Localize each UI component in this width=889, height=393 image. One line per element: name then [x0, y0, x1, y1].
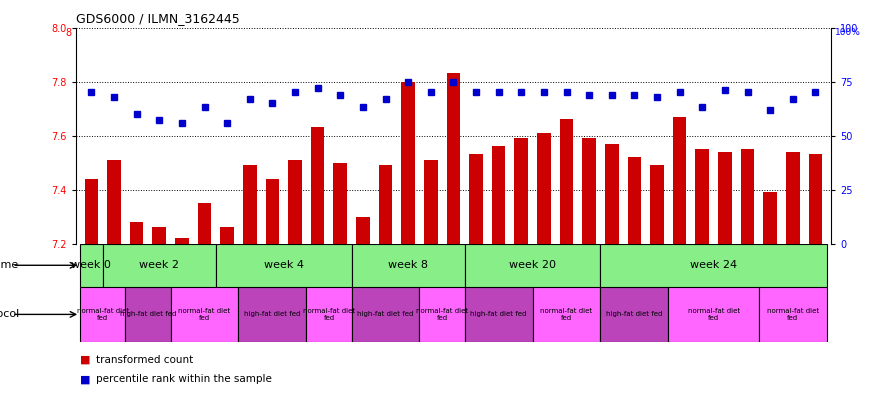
Text: week 4: week 4 [264, 260, 304, 270]
Bar [125, 287, 171, 342]
Text: GDS6000 / ILMN_3162445: GDS6000 / ILMN_3162445 [76, 12, 239, 25]
Bar [809, 154, 822, 244]
Bar [175, 238, 188, 244]
Bar [420, 287, 465, 342]
Text: week 2: week 2 [140, 260, 180, 270]
Bar [465, 287, 533, 342]
Bar [759, 287, 827, 342]
Bar [515, 138, 528, 244]
Bar [356, 217, 370, 244]
Bar [492, 146, 506, 244]
Text: protocol: protocol [0, 309, 19, 320]
Text: transformed count: transformed count [96, 354, 193, 365]
Text: normal-fat diet
fed: normal-fat diet fed [179, 308, 230, 321]
Bar [220, 228, 234, 244]
Text: time: time [0, 260, 19, 270]
Bar [216, 244, 351, 287]
Text: week 20: week 20 [509, 260, 557, 270]
Bar [171, 287, 238, 342]
Text: high-fat diet fed: high-fat diet fed [357, 311, 413, 318]
Text: normal-fat diet
fed: normal-fat diet fed [76, 308, 129, 321]
Bar [379, 165, 392, 244]
Bar [108, 160, 121, 244]
Bar [266, 179, 279, 244]
Bar [673, 117, 686, 244]
Bar [197, 203, 212, 244]
Text: week 8: week 8 [388, 260, 428, 270]
Text: high-fat diet fed: high-fat diet fed [470, 311, 527, 318]
Text: high-fat diet fed: high-fat diet fed [120, 311, 176, 318]
Bar [351, 287, 420, 342]
Bar [741, 149, 754, 244]
Text: normal-fat diet
fed: normal-fat diet fed [416, 308, 469, 321]
Text: week 24: week 24 [690, 260, 737, 270]
Bar [130, 222, 143, 244]
Bar [718, 152, 732, 244]
Bar [401, 81, 415, 244]
Text: normal-fat diet
fed: normal-fat diet fed [687, 308, 740, 321]
Bar [238, 287, 307, 342]
Bar [786, 152, 799, 244]
Text: high-fat diet fed: high-fat diet fed [244, 311, 300, 318]
Bar [669, 287, 759, 342]
Text: 100%: 100% [835, 28, 861, 37]
Bar [424, 160, 437, 244]
Bar [446, 73, 461, 244]
Text: ■: ■ [80, 354, 91, 365]
Bar [582, 138, 596, 244]
Bar [307, 287, 351, 342]
Bar [764, 192, 777, 244]
Bar [243, 165, 257, 244]
Bar [537, 133, 550, 244]
Text: 8: 8 [66, 28, 72, 37]
Bar [465, 244, 600, 287]
Text: ■: ■ [80, 374, 91, 384]
Bar [695, 149, 709, 244]
Bar [311, 127, 324, 244]
Bar [600, 244, 827, 287]
Bar [84, 179, 98, 244]
Bar [600, 287, 669, 342]
Bar [80, 244, 103, 287]
Bar [650, 165, 664, 244]
Bar [288, 160, 301, 244]
Bar [605, 144, 619, 244]
Bar [628, 157, 641, 244]
Bar [333, 163, 347, 244]
Bar [533, 287, 600, 342]
Text: normal-fat diet
fed: normal-fat diet fed [303, 308, 355, 321]
Text: normal-fat diet
fed: normal-fat diet fed [766, 308, 819, 321]
Bar [103, 244, 216, 287]
Text: percentile rank within the sample: percentile rank within the sample [96, 374, 272, 384]
Bar [153, 228, 166, 244]
Text: week 0: week 0 [71, 260, 111, 270]
Bar [351, 244, 465, 287]
Bar [469, 154, 483, 244]
Bar [80, 287, 125, 342]
Text: normal-fat diet
fed: normal-fat diet fed [541, 308, 593, 321]
Text: high-fat diet fed: high-fat diet fed [606, 311, 662, 318]
Bar [560, 119, 573, 244]
